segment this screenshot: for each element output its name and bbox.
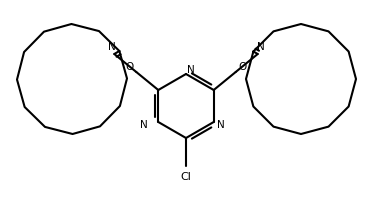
Text: O: O: [125, 62, 134, 72]
Text: N: N: [109, 42, 116, 52]
Text: N: N: [217, 120, 225, 130]
Text: N: N: [257, 42, 264, 52]
Text: N: N: [140, 120, 148, 130]
Text: Cl: Cl: [181, 172, 191, 182]
Text: N: N: [187, 65, 195, 75]
Text: O: O: [239, 62, 247, 72]
